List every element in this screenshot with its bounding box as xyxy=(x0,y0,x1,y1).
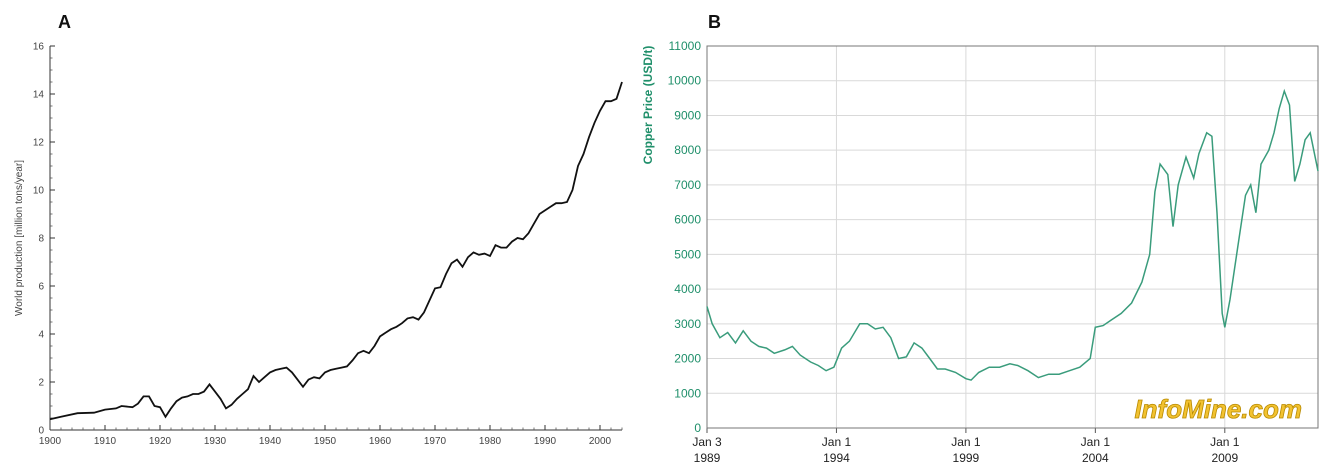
panel-a-x-tick-label: 1920 xyxy=(149,436,172,447)
panel-b-x-tick-label-line1: Jan 3 xyxy=(692,435,722,449)
panel-b-y-tick-label: 3000 xyxy=(674,317,701,331)
panel-b-y-axis-label: Copper Price (USD/t) xyxy=(641,46,655,165)
panel-a-x-tick-label: 1940 xyxy=(259,436,282,447)
panel-a-x-tick-label: 1950 xyxy=(314,436,337,447)
panel-a-letter: A xyxy=(58,12,71,32)
panel-a-y-axis-label: World production [million tons/year] xyxy=(14,160,25,316)
panel-b-y-tick-label: 10000 xyxy=(668,74,702,88)
panel-b-y-tick-label: 7000 xyxy=(674,178,701,192)
panel-a-ticks: 0 2 4 6 8 10 12 14 16 1900 1910 1920 1930 1940 1950 196… xyxy=(33,42,612,448)
panel-b-gridlines xyxy=(706,45,1319,433)
panel-b-x-tick-label-line1: Jan 1 xyxy=(822,435,852,449)
panel-b-y-tick-label: 0 xyxy=(694,421,701,435)
panel-a-x-tick-label: 1930 xyxy=(204,436,227,447)
panel-b-ticks: 0 1000 2000 3000 4000 5000 6000 7000 8000 9000 100… xyxy=(668,39,1240,465)
panel-a-y-tick-label: 2 xyxy=(38,378,44,389)
panel-b-y-tick-label: 1000 xyxy=(674,386,701,400)
panel-a-y-tick-label: 4 xyxy=(38,330,44,341)
panel-b-x-tick-label-line2: 2004 xyxy=(1082,451,1109,465)
panel-b-plot-frame xyxy=(706,45,1319,429)
panel-b-letter: B xyxy=(708,12,721,32)
panel-b-y-tick-label: 2000 xyxy=(674,352,701,366)
panel-a-x-tick-label: 1990 xyxy=(534,436,557,447)
panel-a-y-tick-label: 16 xyxy=(33,42,45,53)
panel-b-y-tick-label: 5000 xyxy=(674,247,701,261)
panel-b-y-tick-label: 4000 xyxy=(674,282,701,296)
panel-a-x-tick-label: 2000 xyxy=(589,436,612,447)
panel-b-y-tick-label: 9000 xyxy=(674,108,701,122)
panel-b-y-tick-label: 11000 xyxy=(669,39,702,53)
panel-b-y-tick-label: 8000 xyxy=(674,143,701,157)
panel-a-y-tick-label: 0 xyxy=(38,426,44,437)
panel-b-x-tick-label-line2: 2009 xyxy=(1211,451,1238,465)
panel-b-x-tick-label-line2: 1989 xyxy=(694,451,721,465)
panel-a-svg: A World production [million tons/year] 0… xyxy=(14,12,623,448)
panel-a-y-tick-label: 14 xyxy=(33,90,45,101)
panel-a-y-tick-label: 8 xyxy=(38,234,44,245)
panel-a-axes xyxy=(49,45,623,431)
panel-b-x-tick-label-line1: Jan 1 xyxy=(951,435,981,449)
panel-a-production-chart: A World production [million tons/year] 0… xyxy=(0,0,640,468)
panel-a-x-tick-label: 1970 xyxy=(424,436,447,447)
panel-b-y-tick-label: 6000 xyxy=(674,213,701,227)
panel-a-x-tick-label: 1980 xyxy=(479,436,502,447)
panel-a-x-tick-label: 1960 xyxy=(369,436,392,447)
panel-a-x-tick-label: 1900 xyxy=(39,436,62,447)
panel-b-x-tick-label-line1: Jan 1 xyxy=(1210,435,1240,449)
panel-b-x-tick-label-line2: 1999 xyxy=(953,451,980,465)
panel-a-y-tick-label: 12 xyxy=(33,138,45,149)
panel-b-x-tick-label-line1: Jan 1 xyxy=(1081,435,1111,449)
panel-b-svg: B Copper Price (USD/t) 0 1000 2000 3000 4000… xyxy=(641,12,1319,465)
panel-a-y-tick-label: 10 xyxy=(33,186,45,197)
infomine-watermark: InfoMine.com xyxy=(1134,394,1302,424)
panel-a-x-tick-label: 1910 xyxy=(94,436,117,447)
panel-a-y-tick-label: 6 xyxy=(38,282,44,293)
panel-b-copper-price-chart: B Copper Price (USD/t) 0 1000 2000 3000 4000… xyxy=(630,0,1330,468)
panel-b-series-line xyxy=(706,88,1319,381)
panel-b-x-tick-label-line2: 1994 xyxy=(823,451,850,465)
panel-a-series-line xyxy=(49,81,623,421)
